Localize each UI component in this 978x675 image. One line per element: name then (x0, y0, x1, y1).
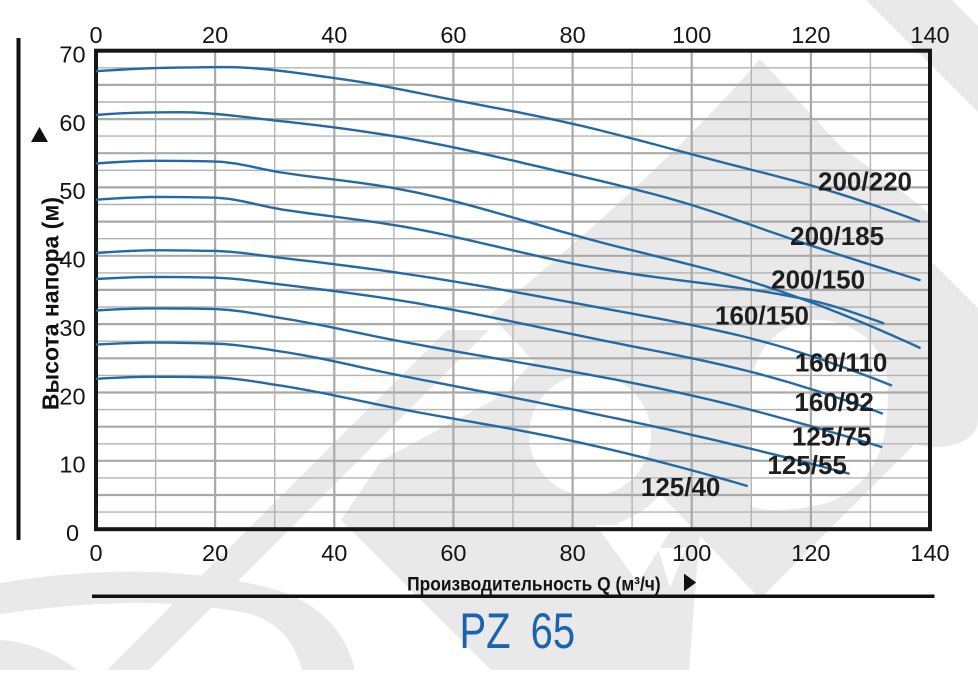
svg-text:140: 140 (910, 540, 949, 566)
svg-text:20: 20 (202, 540, 228, 566)
svg-text:PZ 65: PZ 65 (460, 603, 576, 659)
svg-text:0: 0 (66, 520, 79, 546)
svg-text:125/40: 125/40 (641, 472, 721, 502)
svg-text:70: 70 (59, 42, 85, 68)
svg-text:100: 100 (672, 22, 711, 48)
svg-text:125/55: 125/55 (767, 450, 847, 480)
svg-text:Высота напора (м): Высота напора (м) (38, 197, 64, 410)
svg-text:160/92: 160/92 (794, 387, 874, 417)
svg-text:60: 60 (59, 110, 85, 136)
svg-text:50: 50 (59, 178, 85, 204)
svg-text:60: 60 (440, 22, 466, 48)
svg-text:0: 0 (89, 22, 102, 48)
svg-text:120: 120 (791, 22, 830, 48)
svg-text:80: 80 (560, 22, 586, 48)
svg-text:40: 40 (59, 247, 85, 273)
svg-text:125/75: 125/75 (792, 421, 872, 451)
svg-text:160/110: 160/110 (795, 348, 888, 378)
svg-text:30: 30 (59, 315, 85, 341)
svg-text:40: 40 (321, 22, 347, 48)
svg-text:200/220: 200/220 (818, 166, 912, 196)
svg-text:Производительность Q (м³/ч): Производительность Q (м³/ч) (407, 574, 661, 595)
svg-text:200/150: 200/150 (771, 265, 865, 295)
svg-text:160/150: 160/150 (715, 301, 809, 331)
svg-text:80: 80 (560, 540, 586, 566)
svg-text:10: 10 (59, 452, 85, 478)
svg-text:60: 60 (440, 540, 466, 566)
svg-text:120: 120 (791, 540, 830, 566)
svg-text:140: 140 (910, 22, 949, 48)
svg-text:100: 100 (672, 540, 711, 566)
svg-text:0: 0 (89, 540, 102, 566)
svg-text:40: 40 (321, 540, 347, 566)
svg-text:200/185: 200/185 (790, 221, 884, 251)
svg-text:20: 20 (202, 22, 228, 48)
svg-text:20: 20 (59, 383, 85, 409)
